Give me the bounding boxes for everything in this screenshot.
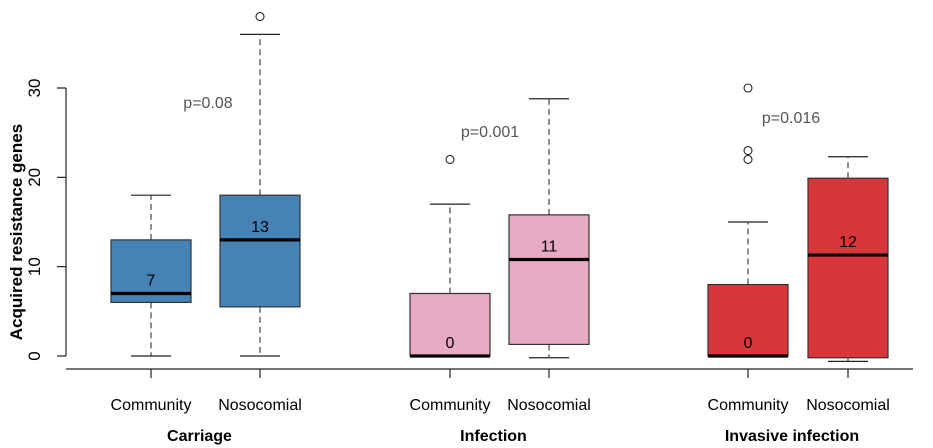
outlier-point	[445, 154, 455, 165]
median-label: 7	[147, 272, 156, 289]
box-rect	[219, 194, 301, 308]
p-value-label: p=0.001	[461, 124, 519, 141]
box-nosocomial: 11	[508, 98, 590, 359]
box-rect	[409, 292, 491, 357]
category-label: Nosocomial	[218, 397, 302, 414]
y-axis: 0 10 20 30	[25, 79, 67, 361]
box-rect	[508, 214, 590, 345]
x-axis	[66, 368, 913, 378]
box-rect	[707, 283, 789, 357]
median-label: 0	[446, 335, 455, 352]
labels-layer: Community Nosocomial Carriage p=0.08 Communi…	[111, 95, 890, 445]
outlier-point	[743, 83, 753, 93]
group-label: Carriage	[167, 428, 232, 445]
group-label: Invasive infection	[725, 428, 859, 445]
median-label: 0	[744, 335, 753, 352]
boxes-layer: 7 13 0 11 0 12	[110, 11, 889, 362]
group-label: Infection	[460, 428, 527, 445]
outlier-point	[255, 11, 265, 22]
outlier-point	[743, 154, 753, 165]
y-tick-label: 0	[25, 351, 44, 360]
y-tick-label: 30	[25, 79, 44, 98]
box-community: 0	[409, 154, 491, 358]
group-carriage: 7 13	[110, 11, 301, 357]
category-label: Nosocomial	[806, 397, 890, 414]
p-value-label: p=0.08	[183, 95, 232, 112]
y-tick-label: 20	[25, 168, 44, 187]
median-label: 12	[839, 234, 857, 251]
box-community: 7	[110, 194, 192, 357]
median-label: 13	[251, 219, 269, 236]
category-label: Nosocomial	[507, 397, 591, 414]
group-invasive-infection: 0 12	[707, 83, 889, 362]
median-label: 11	[541, 239, 558, 256]
box-nosocomial: 13	[219, 11, 301, 357]
box-community: 0	[707, 83, 789, 358]
category-label: Community	[708, 397, 789, 414]
box-nosocomial: 12	[807, 156, 889, 362]
outlier-point	[743, 145, 753, 156]
y-tick-label: 10	[25, 257, 44, 276]
y-axis-label: Acquired resistance genes	[7, 124, 26, 340]
category-label: Community	[111, 397, 192, 414]
category-label: Community	[410, 397, 491, 414]
p-value-label: p=0.016	[762, 110, 820, 127]
group-infection: 0 11	[409, 98, 590, 359]
box-rect	[807, 177, 889, 359]
